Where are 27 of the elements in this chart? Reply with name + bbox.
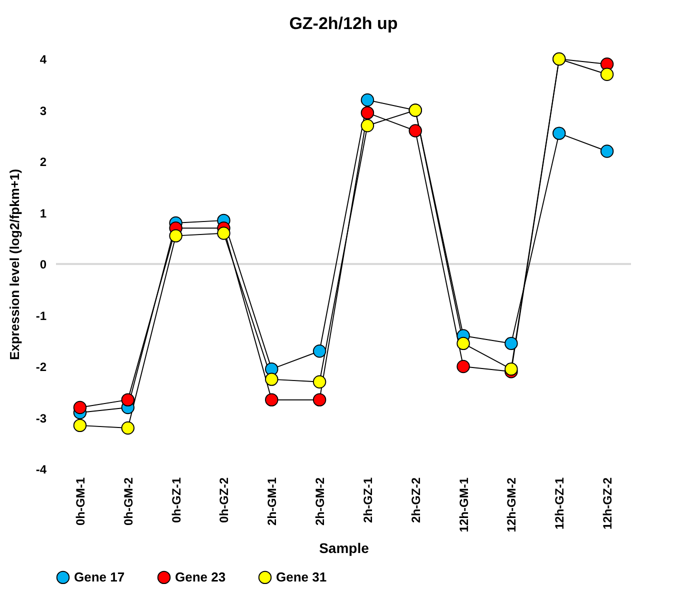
x-tick-label: 0h-GM-1: [73, 477, 88, 526]
y-tick-label: 1: [40, 206, 47, 220]
x-tick-label: 2h-GM-1: [265, 477, 280, 526]
y-tick-label: 4: [40, 52, 47, 66]
x-tick-label: 12h-GM-2: [504, 477, 519, 532]
x-tick-label: 12h-GZ-1: [552, 477, 567, 530]
x-tick-label: 12h-GZ-2: [600, 477, 615, 530]
legend-label: Gene 31: [276, 569, 327, 584]
x-tick-label: 2h-GZ-1: [360, 477, 375, 523]
x-tick-label: 2h-GM-2: [313, 477, 328, 526]
legend-label: Gene 17: [74, 569, 125, 584]
y-tick-label: -3: [36, 411, 47, 426]
x-tick-label: 12h-GM-1: [456, 477, 471, 532]
y-tick-label: 3: [40, 104, 47, 118]
y-tick-label: 2: [40, 155, 47, 169]
chart-title: GZ-2h/12h up: [289, 14, 398, 33]
x-axis-title: Sample: [319, 540, 370, 556]
legend-label: Gene 23: [175, 569, 226, 584]
x-tick-label: 0h-GZ-2: [217, 477, 232, 523]
y-tick-label: -2: [36, 360, 47, 374]
y-tick-label: -1: [36, 308, 47, 323]
y-tick-label: 0: [40, 258, 47, 272]
x-tick-label: 2h-GZ-2: [408, 477, 423, 523]
y-tick-label: -4: [36, 462, 47, 476]
x-tick-label: 0h-GZ-1: [169, 477, 184, 523]
x-tick-label: 0h-GM-2: [121, 477, 136, 526]
y-axis-title: Expression level (log2/fpkm+1): [6, 168, 22, 360]
